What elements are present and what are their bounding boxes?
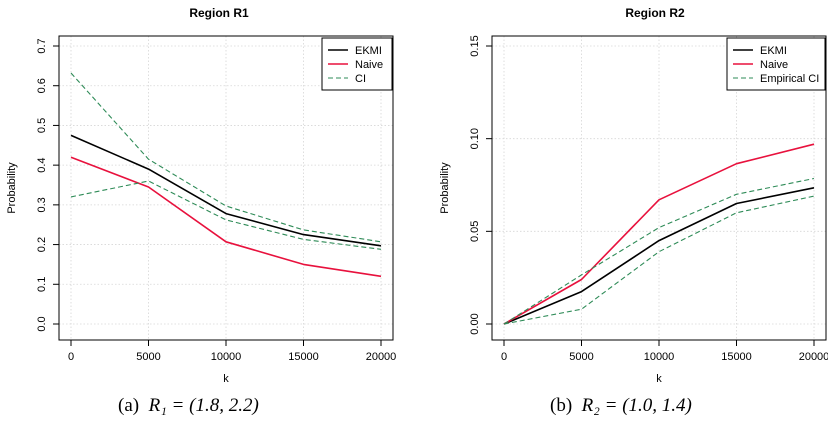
series-line-naive-1	[503, 143, 815, 325]
x-tick-label: 5000	[569, 351, 593, 363]
x-axis-label: k	[656, 373, 662, 385]
caption-b-label: (b)	[550, 395, 573, 416]
x-tick-label: 15000	[721, 351, 752, 363]
series-line-ekmi-0	[70, 134, 382, 247]
chart-panel-2: 0 5000 10000 15000 20000 0.00 0.05 0.10 0.15 k Pro…	[439, 6, 828, 385]
series-line-ekmi-0	[503, 187, 815, 325]
x-tick-label: 10000	[211, 351, 242, 363]
series-line-empirical-ci-3	[503, 195, 815, 325]
y-tick-label: 0.2	[36, 237, 48, 252]
y-tick-label: 0.05	[469, 221, 481, 242]
x-tick-label: 20000	[799, 351, 828, 363]
y-tick-label: 0.15	[469, 35, 481, 56]
legend-label: EKMI	[760, 45, 787, 57]
legend-label: EKMI	[355, 45, 382, 57]
caption-a-label: (a)	[118, 395, 140, 416]
legend: EKMI Naive CI	[321, 37, 393, 91]
chart-title: Region R1	[189, 6, 249, 20]
y-tick-label: 0.0	[36, 316, 48, 331]
x-tick-label: 20000	[366, 351, 397, 363]
series-line-ci-3	[70, 180, 382, 250]
caption-b-math: R₂ = (1.0, 1.4)	[581, 395, 692, 416]
x-tick-label: 0	[501, 351, 507, 363]
y-tick-label: 0.3	[36, 197, 48, 212]
legend-label: Naive	[760, 59, 788, 71]
x-tick-label: 0	[68, 351, 74, 363]
y-tick-label: 0.4	[36, 157, 48, 172]
x-tick-label: 10000	[644, 351, 675, 363]
legend: EKMI Naive Empirical CI	[726, 37, 826, 91]
x-tick-label: 5000	[136, 351, 160, 363]
y-tick-label: 0.6	[36, 78, 48, 93]
series-line-naive-1	[70, 156, 382, 278]
legend-label: CI	[355, 73, 366, 85]
series-line-ci-2	[70, 72, 382, 243]
y-tick-label: 0.5	[36, 118, 48, 133]
x-tick-label: 15000	[288, 351, 319, 363]
y-tick-label: 0.10	[469, 128, 481, 149]
caption-b: (b) R₂ = (1.0, 1.4)	[550, 395, 692, 417]
caption-a: (a) R₁ = (1.8, 2.2)	[118, 395, 259, 417]
legend-label: Empirical CI	[760, 73, 819, 85]
x-axis-label: k	[223, 373, 229, 385]
y-axis-label: Probability	[439, 162, 451, 214]
y-tick-label: 0.1	[36, 277, 48, 292]
caption-a-math: R₁ = (1.8, 2.2)	[148, 395, 259, 416]
chart-title: Region R2	[625, 6, 685, 20]
legend-label: Naive	[355, 59, 383, 71]
y-axis-label: Probability	[6, 162, 18, 214]
y-tick-label: 0.00	[469, 313, 481, 334]
y-tick-label: 0.7	[36, 38, 48, 53]
chart-panel-1: 0 5000 10000 15000 20000 0.0 0.1 0.2 0.3 0.4 0.5 0.…	[6, 6, 396, 385]
